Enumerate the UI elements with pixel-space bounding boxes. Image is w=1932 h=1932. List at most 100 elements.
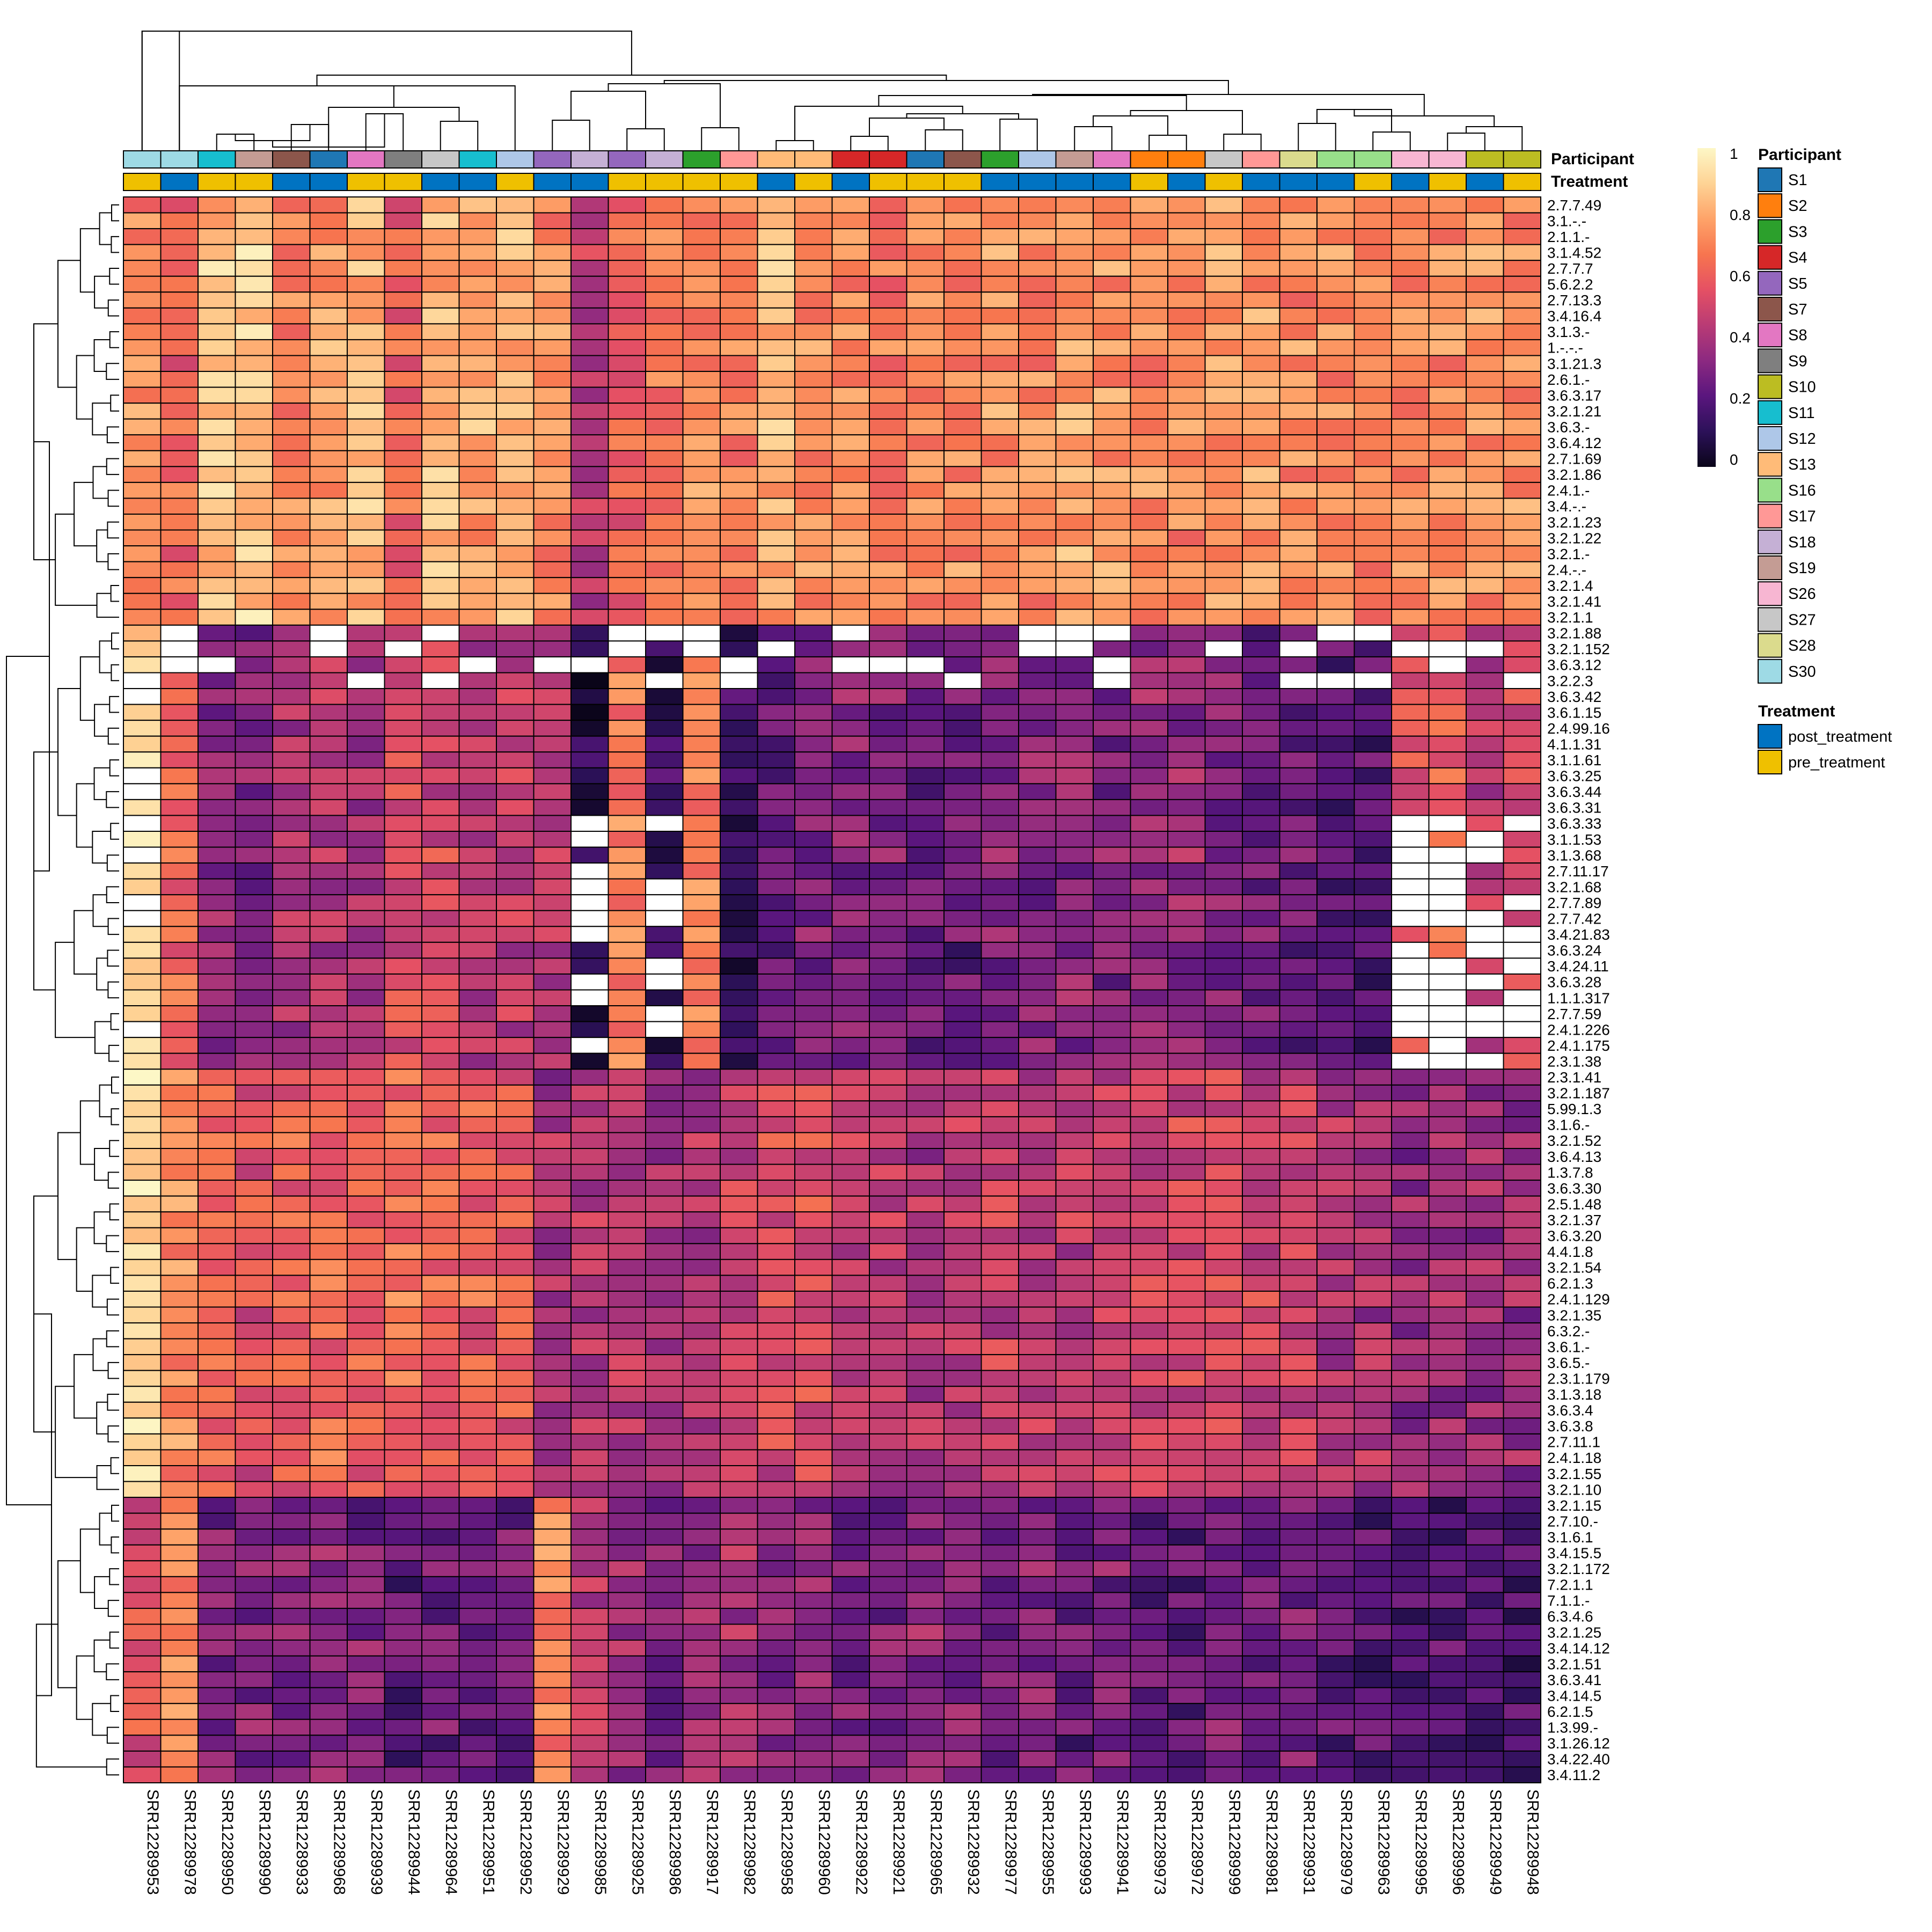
heatmap-cell [496,910,535,927]
heatmap-cell [347,529,385,547]
row-label: 3.4.14.5 [1547,1688,1601,1704]
heatmap-cell [1503,1148,1541,1165]
heatmap-cell [272,1195,311,1213]
heatmap-cell [980,862,1019,880]
heatmap-cell [608,1005,646,1022]
heatmap-cell [1130,466,1168,483]
heatmap-cell [1428,640,1467,657]
heatmap-cell [197,529,236,547]
heatmap-cell [384,323,422,340]
heatmap-cell [272,688,311,705]
row-label: 2.7.7.49 [1547,197,1601,214]
heatmap-cell [1055,846,1094,864]
heatmap-cell [384,434,422,451]
heatmap-cell [123,1623,162,1641]
heatmap-cell [123,640,162,657]
heatmap-cell [1428,1655,1467,1673]
heatmap-cell [496,481,535,499]
treatment-annotation-cell [1167,173,1206,191]
heatmap-cell [309,1607,348,1625]
heatmap-cell [682,1163,721,1181]
heatmap-cell [1167,514,1206,531]
heatmap-cell [831,1037,870,1054]
heatmap-cell [943,1163,982,1181]
heatmap-cell [1353,1052,1392,1070]
heatmap-cell [384,846,422,864]
heatmap-cell [533,941,572,959]
heatmap-cell [980,1037,1019,1054]
heatmap-cell [347,450,385,467]
heatmap-cell [1316,1037,1355,1054]
heatmap-cell [1279,1370,1318,1387]
heatmap-cell [682,1275,721,1292]
heatmap-cell [794,799,833,816]
heatmap-cell [1503,1544,1541,1562]
heatmap-cell [123,910,162,927]
heatmap-cell [235,656,273,674]
row-dendrogram [6,204,119,1776]
heatmap-cell [1167,434,1206,451]
heatmap-cell [533,1370,572,1387]
heatmap-cell [645,307,684,325]
heatmap-cell [645,1512,684,1530]
heatmap-cell [682,799,721,816]
heatmap-cell [235,831,273,848]
heatmap-cell [906,957,945,975]
heatmap-cell [1204,672,1243,690]
heatmap-cell [458,275,497,293]
row-label: 2.7.7.89 [1547,895,1601,911]
heatmap-cell [347,1687,385,1704]
heatmap-cell [682,1449,721,1466]
treatment-annotation-cell [160,173,199,191]
dendrogram-link [141,31,180,151]
heatmap-cell [1466,1243,1504,1260]
heatmap-cell [943,1449,982,1466]
heatmap-cell [1503,1655,1541,1673]
heatmap-cell [421,989,460,1007]
heatmap-cell [1466,1417,1504,1435]
heatmap-cell [1204,339,1243,356]
heatmap-cell [421,1417,460,1435]
heatmap-cell [272,1306,311,1324]
heatmap-cell [682,926,721,943]
heatmap-cell [682,1766,721,1783]
heatmap-cell [1279,1084,1318,1102]
heatmap-cell [980,212,1019,230]
heatmap-cell [980,1687,1019,1704]
heatmap-cell [980,1433,1019,1451]
heatmap-cell [831,418,870,436]
heatmap-cell [123,212,162,230]
heatmap-cell [533,307,572,325]
column-label: SRR12289950 [218,1789,236,1895]
heatmap-cell [757,1148,795,1165]
heatmap-cell [943,545,982,562]
heatmap-cell [421,957,460,975]
heatmap-cell [980,1766,1019,1783]
heatmap-cell [458,592,497,610]
heatmap-cell [645,1386,684,1403]
heatmap-cell [1093,1735,1131,1752]
heatmap-cell [1018,878,1057,896]
heatmap-cell [1242,1132,1280,1149]
heatmap-cell [906,1512,945,1530]
heatmap-cell [347,1132,385,1149]
dendrogram-link [850,136,889,151]
heatmap-cell [831,1354,870,1371]
row-label: 3.6.3.33 [1547,815,1601,832]
heatmap-cell [496,434,535,451]
heatmap-cell [458,291,497,309]
heatmap-cell [794,624,833,642]
heatmap-cell [1353,1386,1392,1403]
heatmap-cell [570,577,609,594]
treatment-annotation-cell [1503,173,1541,191]
heatmap-cell [1466,497,1504,515]
heatmap-cell [980,878,1019,896]
heatmap-cell [1353,640,1392,657]
heatmap-cell [1353,672,1392,690]
heatmap-cell [1503,275,1541,293]
heatmap-cell [458,228,497,245]
heatmap-cell [1018,1465,1057,1482]
heatmap-cell [197,291,236,309]
heatmap-cell [496,1052,535,1070]
heatmap-cell [458,1623,497,1641]
